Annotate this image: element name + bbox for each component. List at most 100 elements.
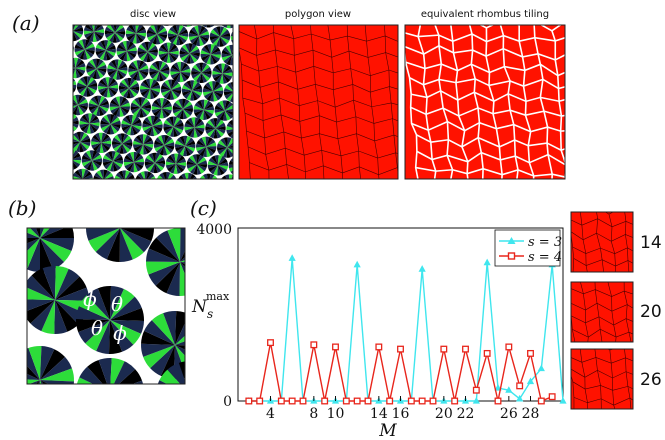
x-axis-label: M xyxy=(378,421,397,440)
disc-64 xyxy=(142,115,163,137)
x-tick-label-8: 8 xyxy=(309,406,318,422)
point-s3-m29 xyxy=(537,364,545,372)
point-s4-m24 xyxy=(483,349,491,357)
disc-view-image xyxy=(49,2,233,211)
point-s3-m28 xyxy=(526,377,535,385)
polygon-view-image xyxy=(239,25,398,179)
disc-75 xyxy=(153,135,175,156)
closeup-disc-0 xyxy=(27,228,74,272)
disc-view-title: disc view xyxy=(130,9,176,20)
line-chart: 4000 0 4 8 10 14 16 20 22 26 28 M N s max s = 3 … xyxy=(191,222,567,440)
disc-41 xyxy=(76,76,98,97)
point-s4-m15 xyxy=(386,397,394,405)
disc-17 xyxy=(188,25,210,46)
point-s4-m20 xyxy=(440,345,448,353)
phi-label-1: ϕ xyxy=(83,287,97,311)
disc-23 xyxy=(116,40,137,62)
disc-54 xyxy=(130,97,152,118)
disc-48 xyxy=(223,81,233,103)
y-axis-label-sub: s xyxy=(207,307,213,321)
disc-82 xyxy=(102,151,124,172)
disc-86 xyxy=(186,154,208,175)
disc-18 xyxy=(209,26,231,47)
point-s4-m11 xyxy=(342,397,350,405)
disc-103 xyxy=(126,189,146,209)
x-tick-label-4: 4 xyxy=(266,406,275,422)
x-tick-label-16: 16 xyxy=(392,406,410,422)
point-s4-m27 xyxy=(516,382,524,390)
point-s3-m12 xyxy=(353,260,361,268)
disc-72 xyxy=(91,132,112,153)
disc-20 xyxy=(73,44,74,53)
disc-61 xyxy=(79,113,100,134)
disc-53 xyxy=(109,96,130,117)
point-s4-m7 xyxy=(299,397,307,405)
closeup-disc-2 xyxy=(146,228,185,296)
point-s4-m19 xyxy=(429,397,437,405)
panel-b-label: (b) xyxy=(8,196,36,220)
disc-46 xyxy=(181,80,203,101)
disc-63 xyxy=(121,114,142,136)
point-s4-m8 xyxy=(310,341,318,349)
disc-43 xyxy=(118,77,140,99)
disc-32 xyxy=(86,58,107,79)
disc-58 xyxy=(214,100,233,121)
closeup-disc-4 xyxy=(76,286,144,354)
disc-11 xyxy=(73,25,84,42)
series-line-s3 xyxy=(248,258,564,402)
disc-70 xyxy=(49,131,69,151)
point-s3-m24 xyxy=(483,258,491,266)
thumbnail-20 xyxy=(571,282,633,342)
disc-71 xyxy=(73,131,91,153)
theta-label-1: θ xyxy=(111,292,123,316)
disc-22 xyxy=(95,40,116,61)
disc-66 xyxy=(184,117,205,138)
disc-93 xyxy=(114,170,135,179)
disc-14 xyxy=(125,25,147,44)
disc-102 xyxy=(105,188,125,208)
legend: s = 3 s = 4 xyxy=(494,229,562,267)
disc-37 xyxy=(191,62,212,83)
point-s4-m26 xyxy=(505,343,513,351)
point-s4-m25 xyxy=(494,397,502,405)
disc-38 xyxy=(212,63,233,84)
disc-0 xyxy=(51,2,71,22)
point-s4-m12 xyxy=(353,397,361,405)
thumbnail-26 xyxy=(571,349,633,409)
x-tick-label-28: 28 xyxy=(522,406,540,422)
point-s3-m6 xyxy=(288,254,296,261)
disc-81 xyxy=(81,150,103,171)
disc-47 xyxy=(202,81,224,102)
disc-74 xyxy=(133,134,154,155)
disc-62 xyxy=(100,114,121,135)
disc-33 xyxy=(107,59,128,80)
disc-85 xyxy=(165,153,187,174)
disc-68 xyxy=(226,119,233,139)
disc-26 xyxy=(179,43,200,64)
closeup-disc-6 xyxy=(27,346,75,384)
disc-95 xyxy=(156,172,177,179)
rhombus-tiling-image xyxy=(405,25,565,179)
disc-104 xyxy=(147,190,167,210)
disc-76 xyxy=(175,135,196,157)
disc-28 xyxy=(221,44,233,66)
point-s4-m10 xyxy=(332,343,339,351)
point-s4-m23 xyxy=(472,386,480,394)
disc-60 xyxy=(73,113,79,132)
label-20: 20 xyxy=(640,302,662,322)
disc-80 xyxy=(73,149,82,170)
disc-77 xyxy=(196,136,217,157)
disc-34 xyxy=(128,60,149,81)
disc-36 xyxy=(170,61,191,83)
point-s4-m28 xyxy=(527,349,534,357)
disc-67 xyxy=(205,118,226,139)
y-tick-zero: 0 xyxy=(223,394,232,410)
disc-83 xyxy=(123,151,145,173)
disc-101 xyxy=(84,187,104,207)
label-26: 26 xyxy=(640,370,662,390)
closeup-disc-3 xyxy=(27,265,89,334)
disc-105 xyxy=(168,191,188,211)
y-axis-label: N s max xyxy=(191,290,230,321)
disc-84 xyxy=(144,152,166,174)
